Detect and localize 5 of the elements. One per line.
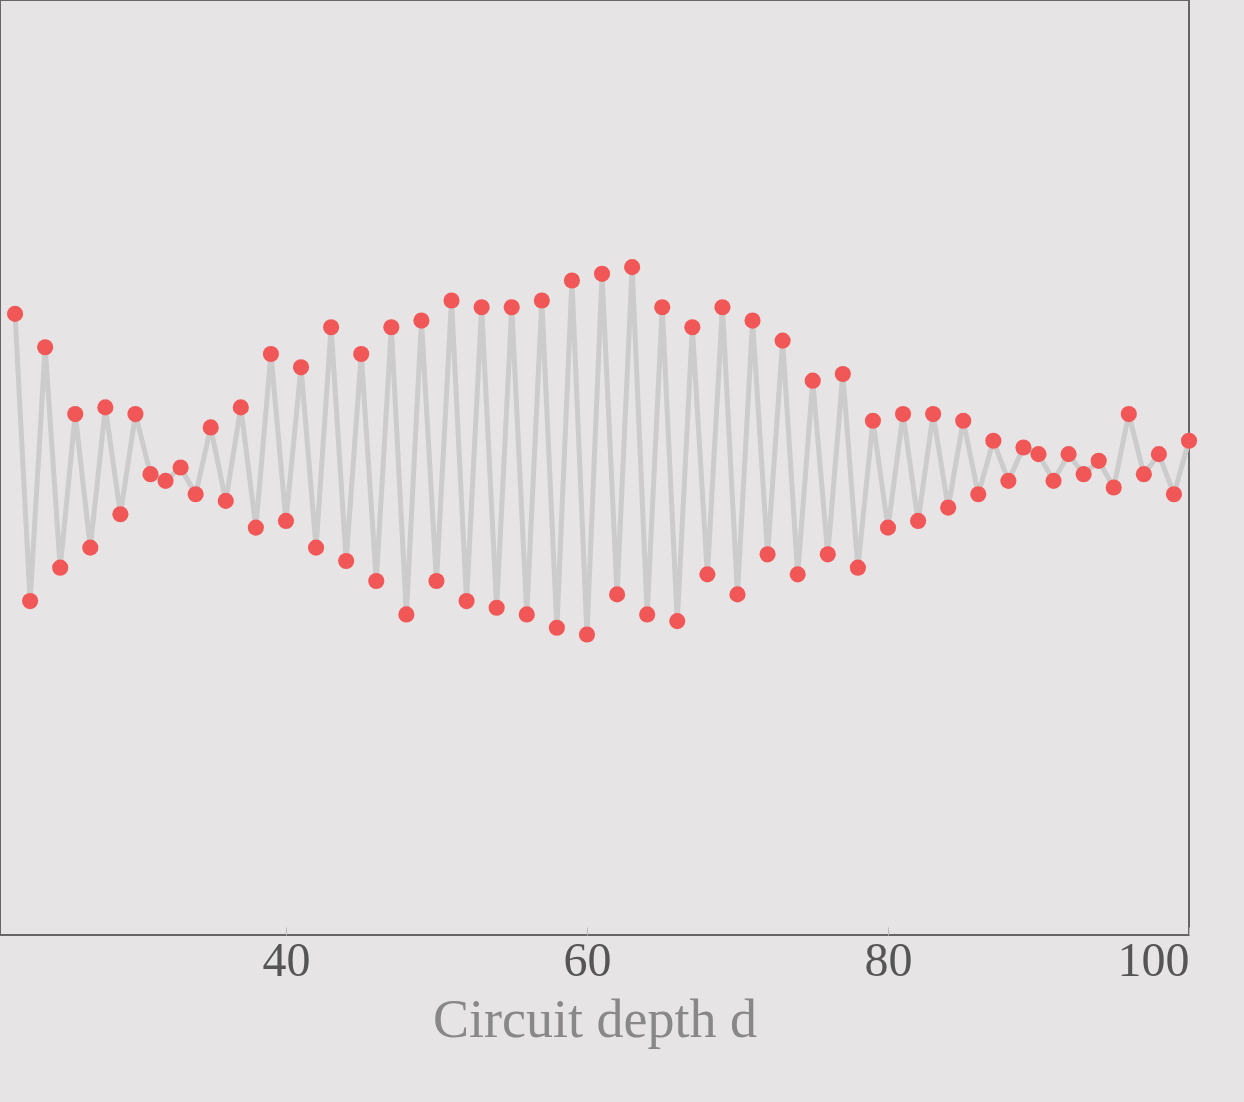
x-tick-label: 40 <box>262 932 311 986</box>
x-tick-label: 100 <box>1117 932 1190 986</box>
x-tick-label: 60 <box>563 932 612 986</box>
x-axis-title: Circuit depth d <box>433 988 757 1049</box>
x-tick-label: 80 <box>864 932 913 986</box>
